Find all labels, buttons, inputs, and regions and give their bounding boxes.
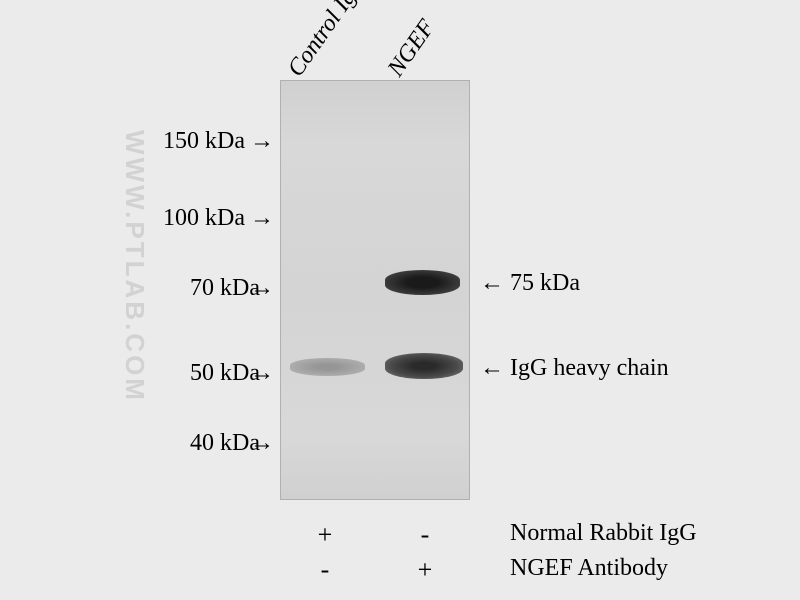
arrow-icon: → (250, 430, 274, 457)
mw-marker-100: 100 kDa (145, 205, 245, 232)
band-label-igg: IgG heavy chain (510, 355, 669, 382)
arrow-icon: → (250, 128, 274, 155)
arrow-icon: → (250, 205, 274, 232)
condition-symbol-plus: + (310, 520, 340, 550)
mw-marker-50: 50 kDa (160, 360, 260, 387)
arrow-icon: → (250, 360, 274, 387)
band-igg-ngef (385, 353, 463, 379)
watermark-text: WWW.PTLAB.COM (119, 130, 150, 403)
lane-label-control: Control IgG (283, 0, 372, 82)
arrow-icon: ← (480, 270, 504, 297)
mw-marker-70: 70 kDa (160, 275, 260, 302)
condition-symbol-plus: + (410, 555, 440, 585)
arrow-icon: ← (480, 355, 504, 382)
condition-symbol-minus: - (410, 520, 440, 550)
condition-label-normal-rabbit: Normal Rabbit IgG (510, 520, 697, 547)
condition-symbol-minus: - (310, 555, 340, 585)
band-label-75kda: 75 kDa (510, 270, 580, 297)
mw-marker-150: 150 kDa (145, 128, 245, 155)
lane-label-ngef: NGEF (383, 15, 441, 82)
band-75kda (385, 270, 460, 295)
mw-marker-40: 40 kDa (160, 430, 260, 457)
blot-figure-container: WWW.PTLAB.COM Control IgG NGEF 150 kDa →… (0, 0, 800, 600)
band-igg-control (290, 358, 365, 376)
arrow-icon: → (250, 275, 274, 302)
condition-label-ngef-antibody: NGEF Antibody (510, 555, 668, 582)
